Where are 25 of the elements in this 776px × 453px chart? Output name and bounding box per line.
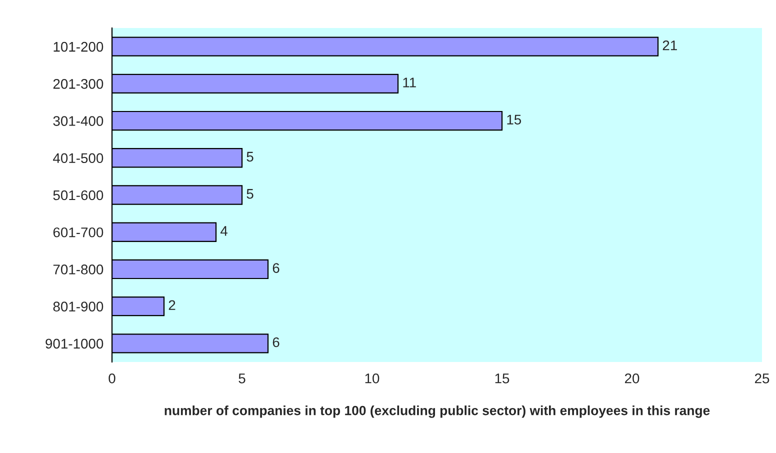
y-tick-label: 601-700 xyxy=(53,227,104,238)
y-tick-label: 701-800 xyxy=(53,264,104,274)
data-label: 4 xyxy=(220,226,228,236)
data-label: 6 xyxy=(272,263,280,273)
y-tick-label: 101-200 xyxy=(54,42,104,52)
x-tick-label: 10 xyxy=(365,373,380,384)
y-tick-label: 301-400 xyxy=(53,116,104,126)
y-tick-label: 501-600 xyxy=(53,190,104,200)
x-tick-label: 20 xyxy=(624,373,640,384)
y-tick-label: 401-500 xyxy=(53,153,104,164)
data-label: 2 xyxy=(168,300,176,310)
x-tick-label: 25 xyxy=(754,373,770,384)
data-label: 15 xyxy=(507,114,522,125)
y-tick-label: 801-900 xyxy=(53,302,104,312)
data-label: 5 xyxy=(246,189,254,199)
data-label: 6 xyxy=(272,337,280,348)
x-axis-title: number of companies in top 100 (excluding public sector) with employees in this range xyxy=(164,406,710,418)
data-label: 21 xyxy=(662,40,677,50)
y-tick-label: 201-300 xyxy=(53,79,104,89)
y-tick-label: 901-1000 xyxy=(46,338,104,349)
x-tick-label: 15 xyxy=(495,374,510,384)
data-label: 11 xyxy=(403,78,416,88)
x-tick-label: 0 xyxy=(108,373,116,384)
data-label: 5 xyxy=(246,152,254,162)
x-tick-label: 5 xyxy=(238,374,246,384)
